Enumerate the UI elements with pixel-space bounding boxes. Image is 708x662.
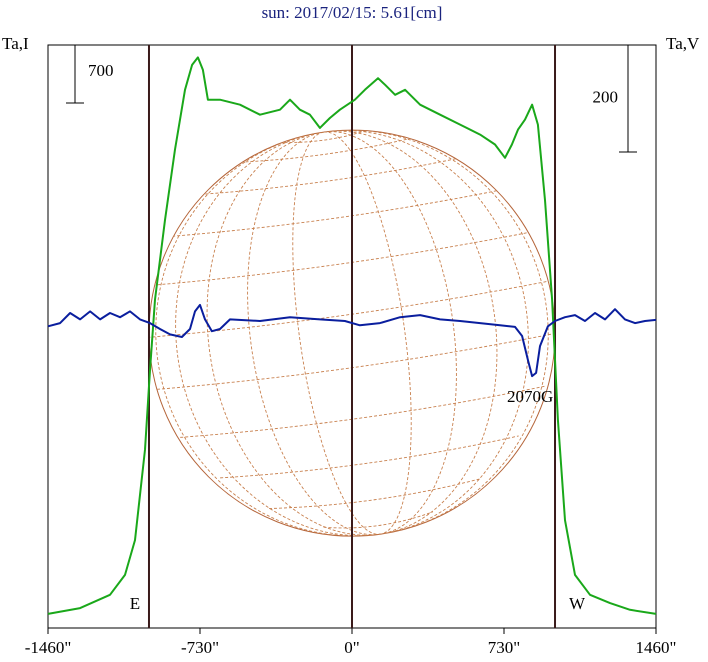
x-tick-label: 730" (488, 638, 520, 657)
meridian (323, 130, 498, 535)
limb-label: W (569, 594, 586, 613)
series-line (47, 56, 657, 615)
parallel (323, 511, 433, 529)
limb-label: E (130, 594, 140, 613)
x-tick-label: -730" (181, 638, 219, 657)
meridian (247, 131, 381, 536)
series-line (47, 303, 657, 378)
chart-title: sun: 2017/02/15: 5.61[cm] (262, 3, 443, 22)
meridian (323, 129, 549, 535)
x-tick-label: 1460" (636, 638, 677, 657)
y2-axis-label: Ta,V (666, 34, 700, 53)
annotation: 2070G (507, 387, 553, 406)
meridian (175, 131, 381, 537)
x-tick-label: 0" (344, 638, 359, 657)
parallel (137, 228, 546, 287)
meridian (323, 131, 457, 535)
globe-grid (137, 125, 560, 537)
sun-globe (137, 125, 560, 537)
parallel (180, 153, 480, 197)
parallel (151, 332, 560, 391)
scale-bar-label: 700 (88, 61, 114, 80)
parallel (269, 478, 481, 509)
meridian (155, 131, 381, 537)
parallel (137, 278, 560, 339)
meridian (323, 130, 529, 535)
meridian (206, 131, 381, 536)
x-tick-label: -1460" (25, 638, 72, 657)
scale-bar-label: 200 (593, 87, 619, 106)
parallel (220, 435, 519, 479)
parallel (220, 132, 432, 164)
parallel (152, 186, 518, 239)
y-axis-label: Ta,I (2, 34, 29, 53)
parallel (180, 385, 546, 438)
